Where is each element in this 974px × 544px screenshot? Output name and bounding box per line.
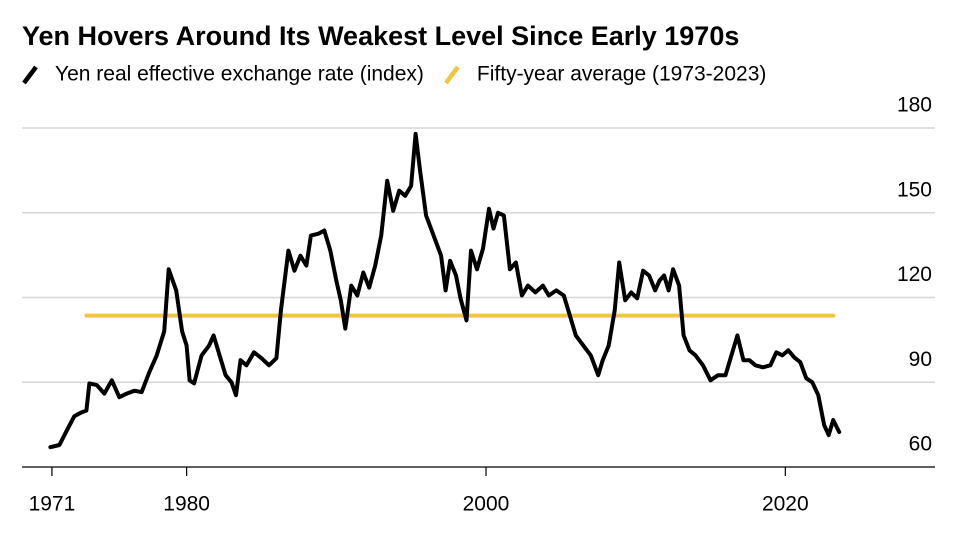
y-tick-label: 180 <box>897 94 932 117</box>
legend-swatch <box>22 65 38 85</box>
legend-label: Fifty-year average (1973-2023) <box>477 63 766 86</box>
y-tick-label: 60 <box>909 433 932 456</box>
chart-title: Yen Hovers Around Its Weakest Level Sinc… <box>22 21 739 51</box>
legend-swatch <box>444 65 460 85</box>
y-tick-label: 150 <box>897 178 932 201</box>
y-tick-label: 90 <box>909 348 932 371</box>
legend-label: Yen real effective exchange rate (index) <box>55 63 424 86</box>
x-tick-label: 1980 <box>163 493 210 516</box>
x-tick-label: 1971 <box>29 493 76 516</box>
x-tick-label: 2000 <box>463 493 510 516</box>
y-tick-label: 120 <box>897 263 932 286</box>
x-tick-label: 2020 <box>762 493 809 516</box>
line-series <box>48 131 842 450</box>
